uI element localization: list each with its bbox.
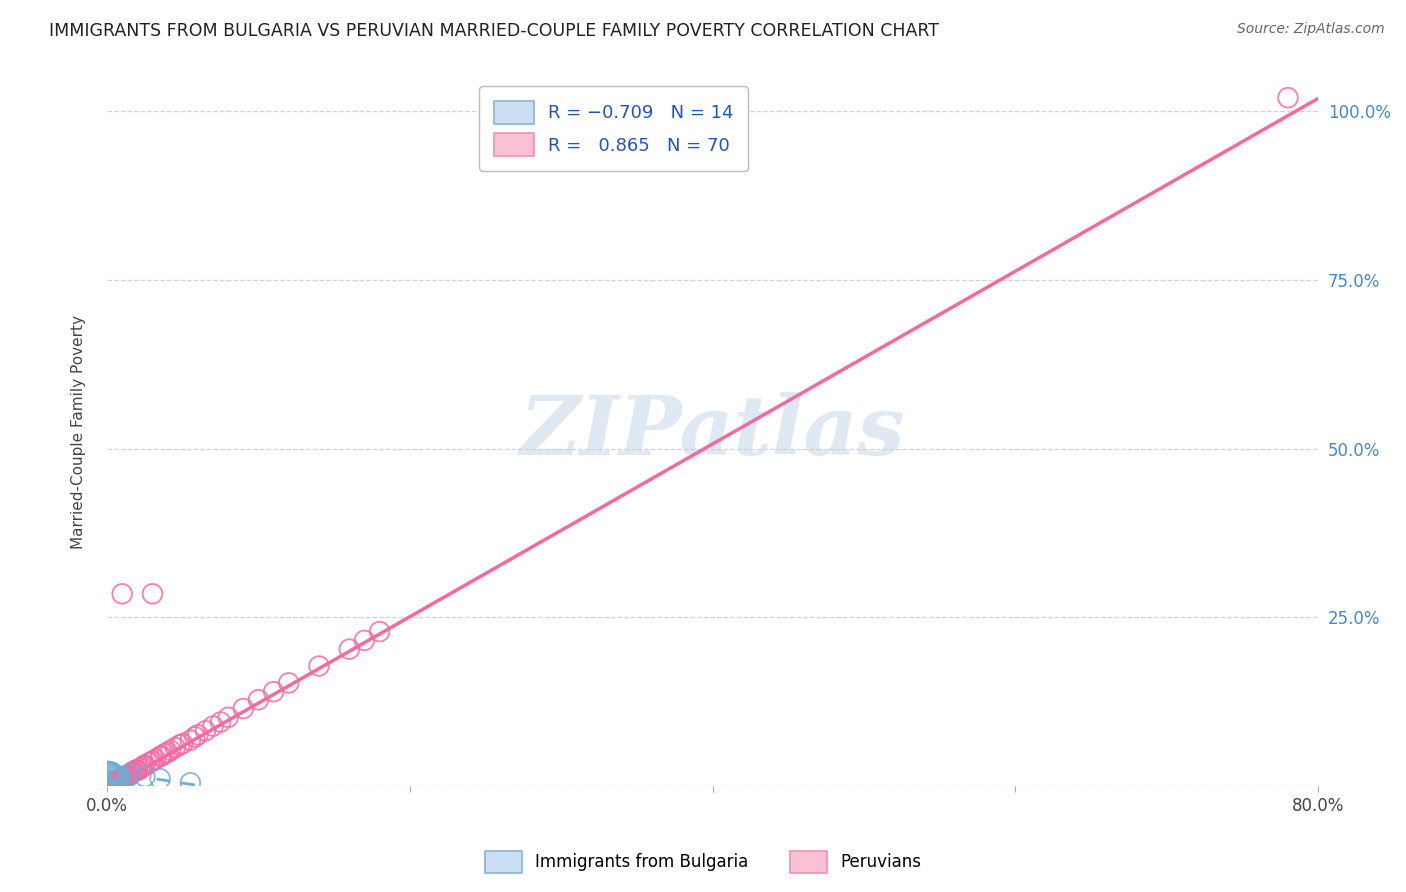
Point xyxy=(124,764,146,779)
Legend: Immigrants from Bulgaria, Peruvians: Immigrants from Bulgaria, Peruvians xyxy=(478,845,928,880)
Point xyxy=(141,754,163,768)
Point xyxy=(149,749,172,764)
Point xyxy=(120,766,142,780)
Point xyxy=(138,756,160,770)
Point xyxy=(145,752,167,766)
Point xyxy=(120,765,142,780)
Point xyxy=(108,773,131,788)
Point xyxy=(187,728,209,742)
Point xyxy=(100,778,122,792)
Point xyxy=(108,773,131,788)
Point xyxy=(131,760,153,774)
Point xyxy=(179,776,201,790)
Point xyxy=(111,772,134,787)
Point xyxy=(101,776,124,790)
Point xyxy=(134,758,156,772)
Point xyxy=(121,764,143,779)
Point xyxy=(107,769,129,783)
Point xyxy=(353,633,375,648)
Point xyxy=(111,772,134,786)
Point xyxy=(1277,91,1299,105)
Point xyxy=(100,777,122,791)
Point xyxy=(110,773,132,788)
Point xyxy=(184,730,207,744)
Legend: R = −0.709   N = 14, R =   0.865   N = 70: R = −0.709 N = 14, R = 0.865 N = 70 xyxy=(479,87,748,170)
Point xyxy=(104,767,127,781)
Point xyxy=(127,763,149,777)
Point xyxy=(179,733,201,747)
Point xyxy=(115,770,138,784)
Point xyxy=(247,692,270,706)
Point xyxy=(104,776,127,790)
Point xyxy=(217,710,239,724)
Point xyxy=(104,776,127,790)
Point xyxy=(96,779,118,793)
Point xyxy=(97,764,120,779)
Point xyxy=(108,770,131,784)
Point xyxy=(110,770,132,784)
Point xyxy=(112,771,135,785)
Point xyxy=(125,763,148,777)
Point xyxy=(159,743,181,757)
Point xyxy=(98,779,121,793)
Point xyxy=(132,759,155,773)
Point xyxy=(104,777,127,791)
Point xyxy=(100,764,122,779)
Point xyxy=(156,745,179,759)
Point xyxy=(263,684,285,698)
Point xyxy=(105,775,128,789)
Point xyxy=(194,723,217,738)
Point xyxy=(107,774,129,789)
Point xyxy=(111,587,134,601)
Point xyxy=(105,768,128,782)
Point xyxy=(101,778,124,792)
Point xyxy=(209,714,232,729)
Point xyxy=(165,740,187,755)
Point xyxy=(172,737,194,751)
Point xyxy=(202,719,225,733)
Point xyxy=(277,676,299,690)
Point xyxy=(114,770,136,784)
Point xyxy=(149,772,172,786)
Point xyxy=(308,659,330,673)
Point xyxy=(127,764,149,778)
Point xyxy=(107,775,129,789)
Point xyxy=(112,770,135,784)
Text: ZIPatlas: ZIPatlas xyxy=(520,392,905,472)
Y-axis label: Married-Couple Family Poverty: Married-Couple Family Poverty xyxy=(72,315,86,549)
Point xyxy=(118,767,141,781)
Point xyxy=(118,767,141,781)
Point xyxy=(115,768,138,782)
Text: Source: ZipAtlas.com: Source: ZipAtlas.com xyxy=(1237,22,1385,37)
Point xyxy=(117,767,139,781)
Point xyxy=(110,772,132,787)
Point xyxy=(101,767,124,781)
Point xyxy=(153,747,176,761)
Point xyxy=(97,779,120,793)
Point xyxy=(100,766,122,780)
Point xyxy=(232,701,254,715)
Point xyxy=(129,762,152,776)
Point xyxy=(114,769,136,783)
Point xyxy=(337,642,360,657)
Point xyxy=(368,624,391,639)
Point xyxy=(141,587,163,601)
Point xyxy=(150,748,173,763)
Point xyxy=(98,765,121,780)
Point xyxy=(134,770,156,784)
Text: IMMIGRANTS FROM BULGARIA VS PERUVIAN MARRIED-COUPLE FAMILY POVERTY CORRELATION C: IMMIGRANTS FROM BULGARIA VS PERUVIAN MAR… xyxy=(49,22,939,40)
Point xyxy=(118,768,141,782)
Point xyxy=(169,738,191,752)
Point xyxy=(111,771,134,785)
Point xyxy=(105,776,128,790)
